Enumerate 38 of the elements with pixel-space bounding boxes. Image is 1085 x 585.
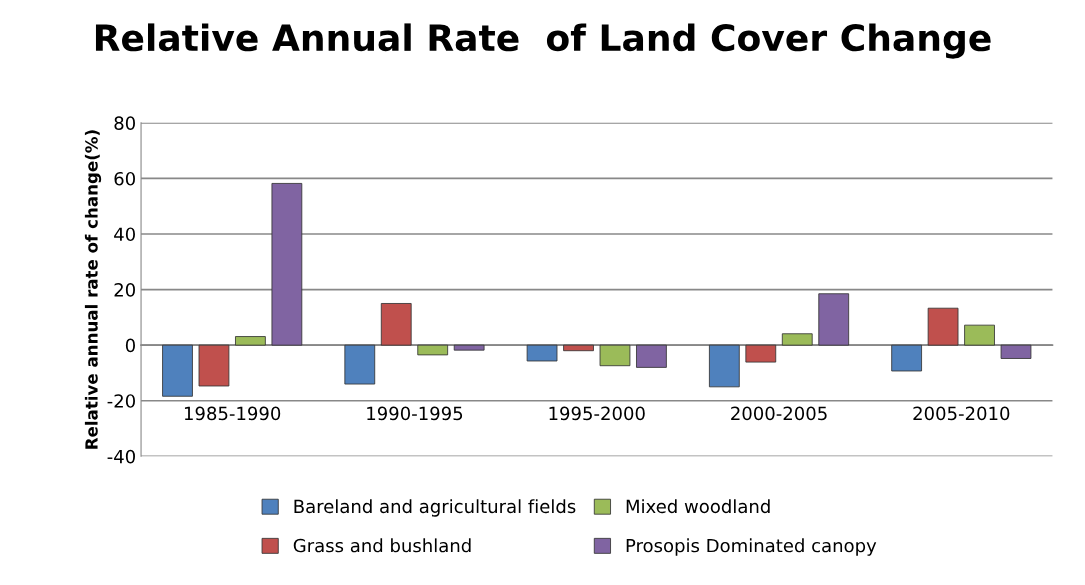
y-tick-label: -20 xyxy=(107,394,135,408)
chart-title: Relative Annual Rate of Land Cover Change xyxy=(95,23,991,59)
y-tick-label: 60 xyxy=(114,171,135,186)
legend-label: Grass and bushland xyxy=(293,538,471,553)
bar xyxy=(162,344,193,397)
x-tick-label: 1985-1990 xyxy=(184,406,281,421)
bar xyxy=(344,344,376,385)
bar xyxy=(781,333,813,346)
legend-label: Mixed woodland xyxy=(626,499,770,514)
y-tick-label: 80 xyxy=(114,116,135,130)
bar xyxy=(964,324,995,346)
bar xyxy=(1000,344,1032,359)
x-tick-label: 1990-1995 xyxy=(367,406,463,421)
y-tick-label: 0 xyxy=(125,338,135,353)
y-tick-label: -40 xyxy=(107,449,135,464)
y-axis-title: Relative annual rate of change(%) xyxy=(84,130,102,449)
x-tick-label: 1995-2000 xyxy=(549,406,645,421)
y-tick-label: 20 xyxy=(114,283,135,297)
bar xyxy=(708,344,740,388)
y-tick-label: 40 xyxy=(114,227,135,242)
legend-label: Bareland and agricultural fields xyxy=(294,499,576,517)
bar xyxy=(745,344,777,363)
bar xyxy=(526,344,558,362)
bar xyxy=(563,344,594,352)
bar xyxy=(271,183,303,346)
bar xyxy=(198,344,230,387)
bar xyxy=(818,293,850,346)
x-tick-label: 2000-2005 xyxy=(731,406,827,421)
bar xyxy=(380,303,412,346)
bar xyxy=(927,307,959,346)
legend-label: Prosopis Dominated canopy xyxy=(626,538,877,556)
bar xyxy=(636,344,667,368)
bar xyxy=(599,344,631,367)
bar xyxy=(235,336,266,346)
x-tick-label: 2005-2010 xyxy=(913,406,1010,421)
bar xyxy=(417,344,449,356)
bar xyxy=(453,344,485,351)
bar xyxy=(891,344,922,372)
